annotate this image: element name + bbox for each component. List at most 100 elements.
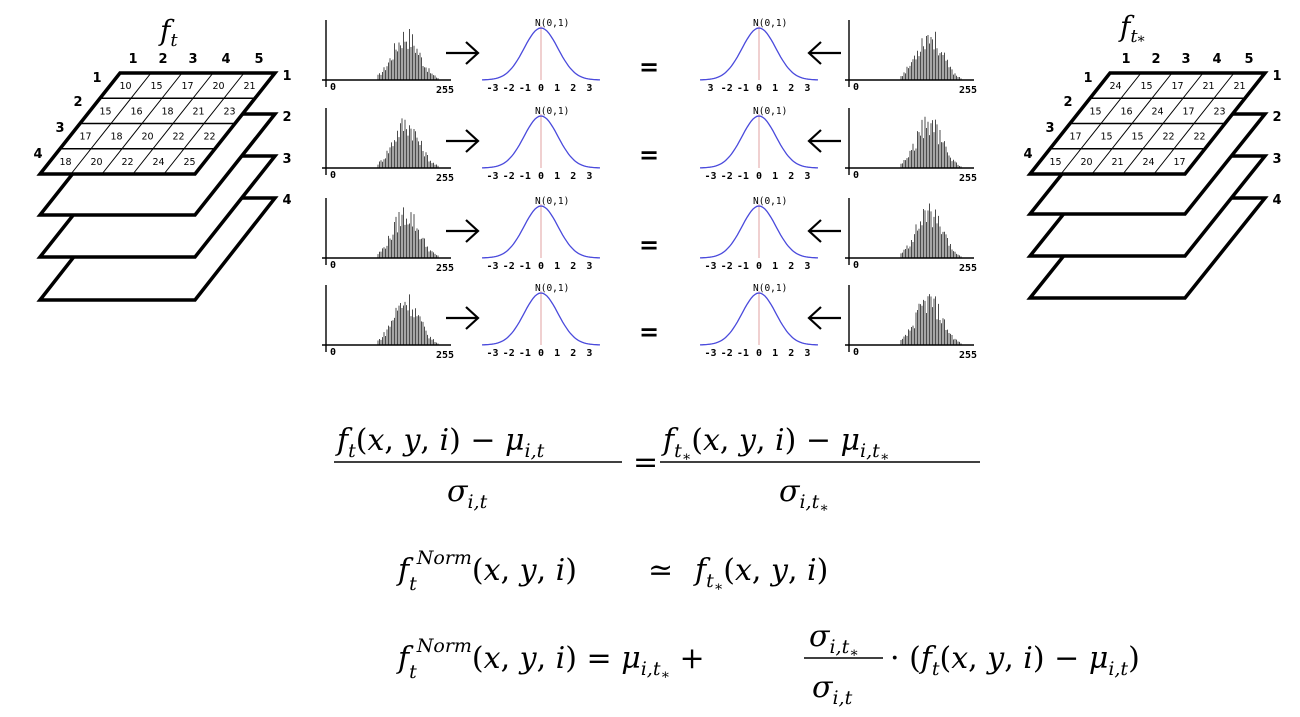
normal-curve-tick: 3 [708, 83, 714, 94]
right-row-label: 1 [1083, 71, 1092, 86]
normal-curve-tick: 2 [570, 171, 576, 182]
formula-eq2: ftNorm(x, y, i) ≃ ft∗(x, y, i) [396, 547, 828, 595]
histogram-max-label: 255 [959, 85, 977, 96]
left-layer-label: 2 [282, 110, 291, 125]
normal-curve-tick: 1 [554, 171, 560, 182]
right-stack-title: ft* [1118, 10, 1145, 50]
normal-curve-tick: -1 [737, 261, 749, 272]
normal-curve-label: N(0,1) [753, 283, 787, 294]
grid-line [132, 72, 214, 175]
histogram-max-label: 255 [436, 263, 454, 274]
normal-curve-tick: -1 [737, 83, 749, 94]
grid-cell-value: 15 [1140, 81, 1152, 92]
grid-line [1122, 72, 1204, 175]
equals-sign: = [639, 141, 659, 169]
normal-curve-tick: 3 [804, 83, 810, 94]
normal-curve-tick: -3 [487, 83, 499, 94]
right-row-label: 4 [1023, 147, 1032, 162]
grid-cell-value: 17 [1069, 132, 1081, 143]
normal-curve-plot: N(0,1) -3 -2 -1 0 1 2 3 [481, 283, 601, 359]
histogram-min-label: 0 [330, 82, 336, 93]
right-layer-label: 4 [1272, 193, 1281, 208]
eq2-rhs: ft∗(x, y, i) [693, 553, 828, 595]
eq1-rhs-denominator: σi,t∗ [779, 474, 829, 516]
histogram: 0 255 [322, 20, 454, 96]
equals-sign: = [639, 231, 659, 259]
arrow-left [807, 129, 841, 153]
normal-curve-plot: N(0,1)3 -2 -1 0 1 2 3 [699, 18, 819, 94]
grid-cell-value: 20 [90, 157, 102, 168]
histogram: 0 255 [845, 20, 977, 96]
histogram: 0 255 [845, 108, 977, 184]
grid-cell-value: 17 [1171, 81, 1183, 92]
eq2-approx: ≃ [648, 553, 673, 588]
right-layer-label: 2 [1272, 110, 1281, 125]
right-row-label: 2 [1063, 95, 1072, 110]
normal-curve-tick: 0 [538, 83, 544, 94]
normal-curve-tick: 1 [554, 348, 560, 359]
left-col-label: 1 [128, 52, 137, 67]
normal-curve-tick: 1 [772, 261, 778, 272]
left-col-label: 4 [221, 52, 230, 67]
normal-curve-tick: -1 [519, 171, 531, 182]
right-col-label: 4 [1212, 52, 1221, 67]
normal-curve-tick: 3 [804, 171, 810, 182]
normal-curve-plot: N(0,1) -3 -2 -1 0 1 2 3 [481, 18, 601, 94]
grid-cell-value: 17 [79, 132, 91, 143]
normal-curve-tick: 3 [586, 171, 592, 182]
histogram-min-label: 0 [330, 170, 336, 181]
grid-cell-value: 22 [203, 132, 215, 143]
left-col-label: 3 [188, 52, 197, 67]
grid-cell-value: 24 [1151, 106, 1163, 117]
normal-curve-plot: N(0,1) -3 -2 -1 0 1 2 3 [699, 106, 819, 182]
normal-curve-plot: N(0,1) -3 -2 -1 0 1 2 3 [481, 106, 601, 182]
normal-curve-tick: -3 [487, 261, 499, 272]
normal-curve-tick: -3 [705, 171, 717, 182]
normal-curve-plot: N(0,1) -3 -2 -1 0 1 2 3 [699, 283, 819, 359]
left-stack-title: ft [158, 14, 178, 51]
normal-curve-tick: 2 [788, 171, 794, 182]
grid-cell-value: 18 [110, 132, 122, 143]
right-col-label: 3 [1181, 52, 1190, 67]
gaussian-curve [699, 292, 819, 346]
arrow-right [446, 219, 480, 243]
grid-cell-value: 22 [1193, 132, 1205, 143]
normal-curve-tick: -2 [503, 261, 515, 272]
normal-curve-tick: -3 [487, 348, 499, 359]
gaussian-curve [481, 292, 601, 346]
gaussian-curve [481, 205, 601, 259]
right-grid: 24 15 17 21 21 15 16 24 17 23 17 15 15 22 22 15 20 21 24 17 [1049, 72, 1246, 175]
gaussian-curve [699, 115, 819, 169]
histogram-max-label: 255 [436, 85, 454, 96]
right-col-label: 2 [1151, 52, 1160, 67]
histogram-max-label: 255 [436, 173, 454, 184]
grid-line [163, 72, 245, 175]
histogram-min-label: 0 [330, 347, 336, 358]
grid-cell-value: 21 [1202, 81, 1214, 92]
grid-cell-value: 25 [183, 157, 195, 168]
right-layer-label: 3 [1272, 152, 1281, 167]
grid-cell-value: 24 [152, 157, 164, 168]
grid-cell-value: 16 [1120, 106, 1132, 117]
normal-curve-tick: 1 [554, 261, 560, 272]
grid-cell-value: 18 [59, 157, 71, 168]
normal-curve-label: N(0,1) [535, 196, 569, 207]
normal-curve-tick: -2 [503, 348, 515, 359]
grid-line [1060, 72, 1142, 175]
grid-cell-value: 18 [161, 106, 173, 117]
normal-curve-tick: 3 [586, 83, 592, 94]
normal-curve-label: N(0,1) [753, 106, 787, 117]
right-col-label: 1 [1121, 52, 1130, 67]
grid-cell-value: 22 [121, 157, 133, 168]
histogram: 0 255 [322, 198, 454, 274]
equals-sign: = [639, 53, 659, 81]
normal-curve-tick: 3 [586, 348, 592, 359]
histogram-max-label: 255 [959, 173, 977, 184]
grid-cell-value: 21 [1111, 157, 1123, 168]
arrow-right [446, 306, 480, 330]
histogram-min-label: 0 [330, 260, 336, 271]
normal-curve-tick: -3 [705, 261, 717, 272]
grid-line [1153, 72, 1235, 175]
